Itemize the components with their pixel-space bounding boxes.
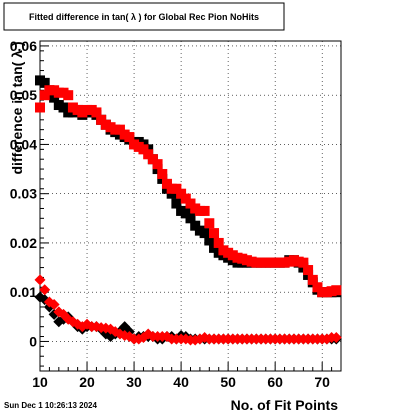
chart-title: Fitted difference in tan( λ ) for Global… xyxy=(29,12,259,22)
x-axis-label: No. of Fit Points xyxy=(231,397,339,413)
x-tick-label: 40 xyxy=(173,374,189,390)
x-tick-label: 20 xyxy=(79,374,95,390)
x-tick-label: 70 xyxy=(314,374,330,390)
series-0-point xyxy=(204,235,215,246)
series-0-point xyxy=(39,77,50,88)
series-1-point xyxy=(35,102,45,113)
y-axis-label: difference in tan( λ ) xyxy=(9,41,25,174)
series-1-point xyxy=(213,237,224,248)
series-1-point xyxy=(91,107,102,118)
data-marks xyxy=(34,75,342,346)
y-tick-label: 0.02 xyxy=(10,235,37,251)
series-1-point xyxy=(157,168,168,179)
series-0-point xyxy=(185,213,196,224)
series-1-point xyxy=(199,205,210,216)
y-tick-label: 0.03 xyxy=(10,186,37,202)
x-tick-label: 10 xyxy=(32,374,48,390)
series-1-point xyxy=(63,90,74,101)
y-tick-label: 0.06 xyxy=(10,38,37,54)
series-3-point xyxy=(39,284,51,296)
series-1-point xyxy=(152,159,163,170)
series-1-point xyxy=(331,285,342,296)
x-tick-label: 30 xyxy=(126,374,142,390)
series-1-point xyxy=(124,132,135,143)
series-1-point xyxy=(204,218,215,229)
y-tick-label: 0.05 xyxy=(10,87,37,103)
x-tick-label: 60 xyxy=(267,374,283,390)
series-1-point xyxy=(298,257,309,268)
y-tick-label: 0.04 xyxy=(10,136,37,152)
series-0-point xyxy=(199,228,210,239)
timestamp: Sun Dec 1 10:26:13 2024 xyxy=(4,401,97,410)
axes: 10 20 30 40 50 60 70 0 0.01 0.02 0.03 0.04 0.05 0.06 xyxy=(10,38,342,390)
series-1-point xyxy=(209,228,220,239)
x-tick-label: 50 xyxy=(220,374,236,390)
series-3-point xyxy=(330,332,342,344)
series-3-point xyxy=(34,274,46,286)
series-1-point xyxy=(307,274,318,285)
y-tick-label: 0.01 xyxy=(10,284,37,300)
series-0-point xyxy=(171,198,182,209)
series-3-point xyxy=(48,299,60,311)
title-box xyxy=(3,2,285,31)
y-tick-label: 0 xyxy=(29,333,37,349)
series-1-point xyxy=(303,265,314,276)
